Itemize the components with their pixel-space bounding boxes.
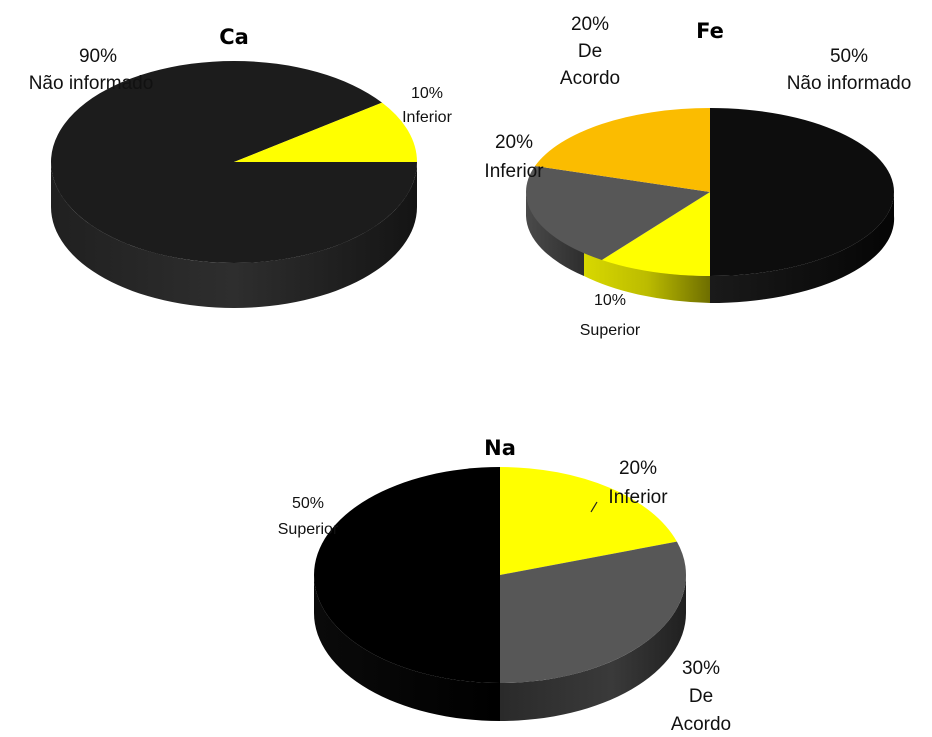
- pie-na-label-de-acordo-word1: De: [689, 686, 713, 707]
- pie-fe-side-gray: [526, 192, 584, 276]
- pie-ca-label-inferior-name: Inferior: [402, 109, 452, 126]
- pie-na-slice-de-acordo: [500, 541, 687, 683]
- pie-ca: Ca 90% Não informado 10% Inferior: [29, 25, 453, 308]
- pie-na-label-inferior-name: Inferior: [608, 487, 668, 508]
- pie-na-slice-inferior: [500, 467, 677, 575]
- pie-na-side-black: [314, 575, 500, 721]
- pie-na-slice-superior: [314, 467, 500, 683]
- pie-fe-label-superior-pct: 10%: [594, 292, 626, 309]
- pie-ca-side: [51, 162, 417, 308]
- pie-fe-label-nao-informado-pct: 50%: [830, 46, 868, 67]
- pie-fe-slice-inferior: [526, 166, 710, 260]
- pie-fe-label-de-acordo-word1: De: [578, 41, 602, 62]
- pie-fe-slice-superior: [601, 192, 710, 276]
- pie-fe-slice-de-acordo: [535, 108, 710, 192]
- pie-ca-label-nao-informado-name: Não informado: [29, 73, 154, 94]
- pie-na-side-gray: [500, 575, 686, 721]
- pie-na-label-de-acordo-word2: Acordo: [671, 714, 731, 735]
- pie-fe-label-inferior-name: Inferior: [484, 161, 544, 182]
- pie-fe-label-inferior-pct: 20%: [495, 132, 533, 153]
- pie-fe-side-black: [710, 192, 895, 304]
- pie-fe-slice-nao-informado: [710, 108, 894, 276]
- pie-ca-slice-inferior: [234, 102, 417, 162]
- pie-fe-label-de-acordo-word2: Acordo: [560, 68, 620, 89]
- pie-fe-label-nao-informado-name: Não informado: [787, 73, 912, 94]
- pie-na: Na 20% Inferior 50% Superior 30% De Acor…: [278, 436, 731, 735]
- pie-fe-label-superior-name: Superior: [580, 322, 641, 339]
- pie-fe-label-de-acordo-pct: 20%: [571, 14, 609, 35]
- pie-na-leader-line-inferior: [590, 501, 598, 513]
- pie-fe: Fe 50% Não informado 20% De Acordo 20% I…: [484, 14, 911, 339]
- pie-ca-label-nao-informado-pct: 90%: [79, 46, 117, 67]
- pie-na-label-inferior-pct: 20%: [619, 458, 657, 479]
- pie-fe-side-yellow: [584, 252, 710, 303]
- chart-title-fe: Fe: [696, 19, 724, 43]
- chart-title-ca: Ca: [219, 25, 249, 49]
- pie-ca-label-inferior-pct: 10%: [411, 85, 443, 102]
- chart-title-na: Na: [484, 436, 516, 460]
- pie-na-label-de-acordo-pct: 30%: [682, 658, 720, 679]
- pie-ca-slice-nao-informado: [50, 60, 418, 263]
- pie-na-label-superior-name: Superior: [278, 521, 339, 538]
- pie-na-label-superior-pct: 50%: [292, 495, 324, 512]
